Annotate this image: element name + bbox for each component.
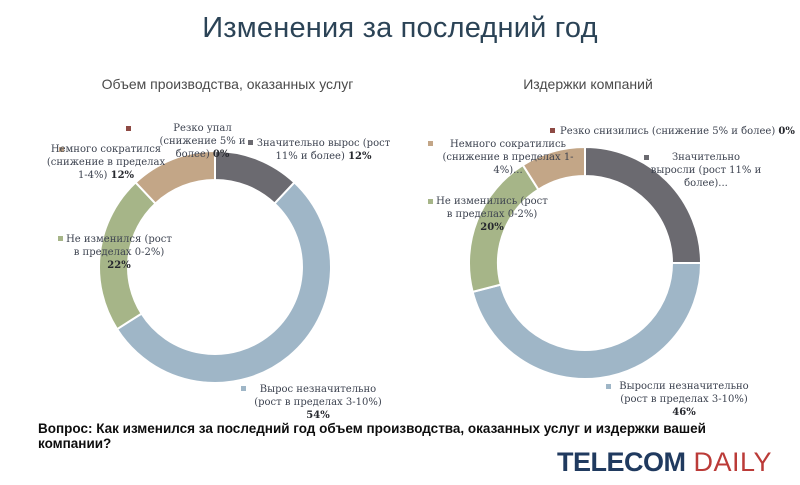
legend-marker-grew-significantly-costs [644, 155, 649, 160]
slice-label-shrank-slightly-costs: Немного сократились (снижение в пределах… [442, 139, 574, 176]
slice-label-grew-slightly-costs: Выросли незначительно (рост в пределах 3… [619, 381, 749, 418]
page-title: Изменения за последний год [202, 12, 598, 44]
legend-marker-grew-slightly-costs [606, 384, 611, 389]
slice-label-grew-significantly-costs: Значительно выросли (рост 11% и более)..… [650, 152, 762, 189]
chart-title-production: Объем производства, оказанных услуг [101, 76, 354, 92]
legend-marker-unchanged-costs [428, 199, 433, 204]
telecom-daily-logo: TELECOM DAILY [557, 447, 772, 478]
slice-label-sharply-fell: Резко упал (снижение 5% и более) 0% [159, 123, 246, 160]
donut-chart-production [98, 150, 332, 384]
logo-part-daily: DAILY [693, 447, 772, 477]
legend-marker-shrank-slightly [59, 147, 64, 152]
slice-label-grew-significantly: Значительно вырос (рост 11% и более) 12% [256, 138, 391, 162]
legend-marker-shrank-slightly-costs [428, 141, 433, 146]
legend-marker-unchanged [58, 236, 63, 241]
donut-chart-costs [468, 146, 702, 380]
chart-title-costs: Издержки компаний [523, 76, 653, 92]
slice-label-unchanged-costs: Не изменились (рост в пределах 0-2%) 20% [436, 196, 548, 233]
logo-part-telecom: TELECOM [556, 447, 686, 477]
survey-question: Вопрос: Как изменился за последний год о… [38, 421, 706, 451]
legend-marker-grew-significantly [248, 140, 253, 145]
legend-marker-sharply-fell [126, 126, 131, 131]
legend-marker-grew-slightly [241, 386, 246, 391]
legend-marker-sharply-declined [550, 128, 555, 133]
slice-label-shrank-slightly: Немного сократился (снижение в пределах … [46, 144, 166, 181]
slice-label-grew-slightly: Вырос незначительно (рост в пределах 3-1… [254, 384, 382, 421]
slice-label-unchanged: Не изменился (рост в пределах 0-2%) 22% [66, 234, 172, 271]
slice-label-sharply-declined: Резко снизились (снижение 5% и более) 0% [560, 126, 795, 137]
